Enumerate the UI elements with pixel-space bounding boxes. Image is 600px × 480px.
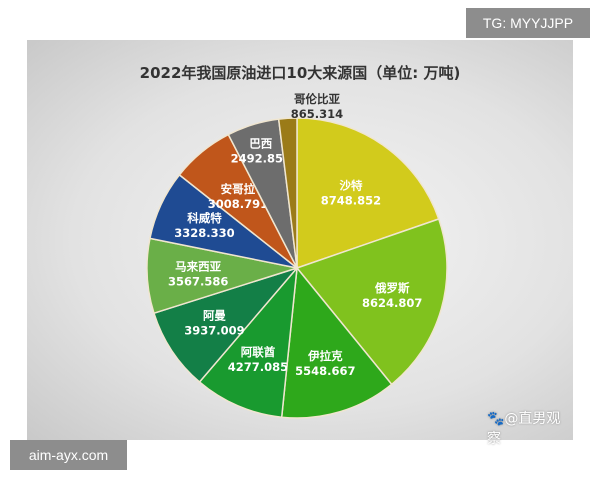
pie-label-value: 3328.330: [174, 226, 234, 240]
pie-label-name: 马来西亚: [175, 259, 221, 273]
pie-slice-1: [295, 218, 448, 386]
pie-label-value: 2492.857: [231, 151, 291, 165]
chart-title: 2022年我国原油进口10大来源国（单位: 万吨): [139, 64, 461, 82]
pie-label-name: 伊拉克: [307, 349, 343, 363]
pie-label-value: 8624.807: [362, 296, 422, 310]
pie-slice-4: [153, 266, 300, 384]
tg-overlay-label: TG: MYYJJPP: [466, 8, 590, 38]
pie-label-value: 5548.667: [295, 364, 355, 378]
pie-label-value: 3567.586: [168, 274, 228, 288]
pie-label-value: 3008.791: [208, 197, 268, 211]
pie-label-value: 865.314: [291, 107, 343, 121]
pie-label-name: 科威特: [187, 211, 222, 225]
chart-photo: 2022年我国原油进口10大来源国（单位: 万吨) 沙特 8748.852 俄罗斯 8…: [27, 40, 573, 447]
pie-label-name: 哥伦比亚: [294, 92, 340, 106]
pie-label-name: 阿曼: [203, 309, 226, 323]
watermark: 🐾@直男观察: [487, 411, 561, 447]
pie-label-value: 3937.009: [184, 324, 244, 338]
pie-label-name: 安哥拉: [221, 182, 256, 196]
pie-label-value: 4277.085: [228, 360, 288, 374]
site-overlay-label: aim-ayx.com: [10, 440, 127, 470]
pie-label-name: 俄罗斯: [374, 281, 410, 295]
pie-label-name: 沙特: [339, 178, 362, 192]
pie-label-name: 阿联酋: [241, 345, 276, 359]
pie-label-name: 巴西: [249, 136, 272, 150]
pie-slice-9: [277, 117, 298, 269]
pie-slice-2: [280, 266, 393, 419]
pie-slice-3: [198, 265, 298, 419]
pie-label-value: 8748.852: [321, 193, 381, 207]
